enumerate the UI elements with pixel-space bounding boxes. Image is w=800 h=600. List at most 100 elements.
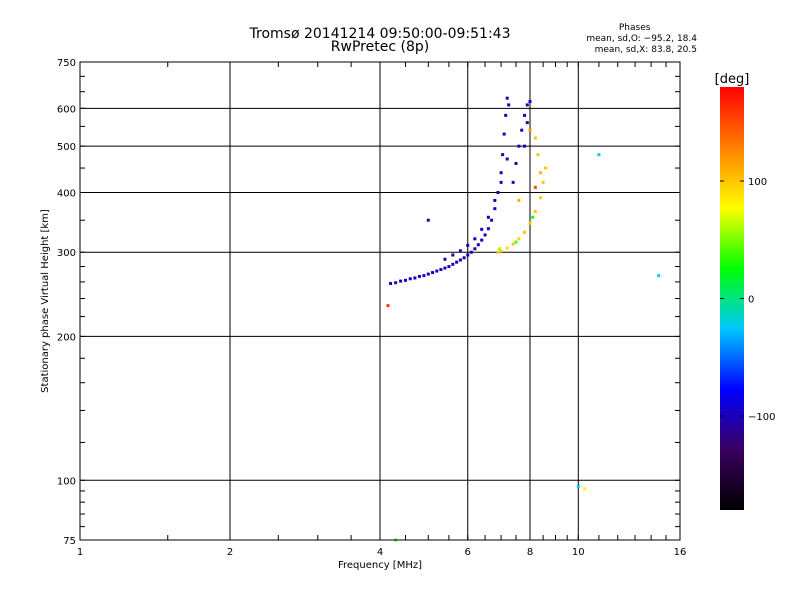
scatter-point <box>539 171 543 175</box>
colorbar-label: [deg] <box>715 72 750 87</box>
scatter-point <box>505 157 509 161</box>
scatter-point <box>514 240 518 244</box>
scatter-point <box>483 233 487 237</box>
phase-stats: Phases mean, sd,O: −95.2, 18.4 mean, sd,… <box>586 23 697 56</box>
scatter-point <box>597 153 601 157</box>
scatter-point <box>505 96 509 100</box>
scatter-point <box>528 128 532 132</box>
scatter-point <box>544 166 548 170</box>
scatter-point <box>533 210 537 214</box>
x-tick-labels: 1 2 4 6 8 10 16 <box>77 547 687 558</box>
scatter-point <box>458 258 462 262</box>
scatter-point <box>583 487 587 491</box>
scatter-point <box>443 257 447 261</box>
scatter-point <box>458 249 462 253</box>
scatter-point <box>417 274 421 278</box>
scatter-point <box>505 246 509 250</box>
scatter-points <box>386 96 661 542</box>
scatter-point <box>499 171 503 175</box>
phase-stats-heading: Phases <box>618 23 651 33</box>
scatter-point <box>517 198 521 202</box>
scatter-point <box>525 121 529 125</box>
scatter-point <box>520 128 524 132</box>
scatter-point <box>462 256 466 260</box>
scatter-point <box>422 274 426 278</box>
scatter-point <box>480 238 484 242</box>
scatter-point <box>533 185 537 189</box>
scatter-point <box>476 243 480 247</box>
y-tick-label: 600 <box>57 104 76 115</box>
y-tick-label: 400 <box>57 188 76 199</box>
scatter-point <box>431 271 435 275</box>
scatter-point <box>466 243 470 247</box>
scatter-point <box>576 485 580 489</box>
x-tick-label: 4 <box>377 547 383 558</box>
scatter-point <box>493 207 497 211</box>
scatter-point <box>539 196 543 200</box>
scatter-point <box>408 277 412 281</box>
y-tick-label: 300 <box>57 248 76 259</box>
scatter-point <box>389 282 393 286</box>
x-tick-label: 10 <box>572 547 585 558</box>
chart-subtitle: RwPretec (8p) <box>330 39 430 55</box>
scatter-point <box>451 262 455 266</box>
scatter-point <box>517 237 521 241</box>
scatter-point <box>517 144 521 148</box>
scatter-point <box>386 304 390 308</box>
scatter-point <box>528 221 532 225</box>
scatter-point <box>499 249 503 253</box>
scatter-point <box>496 250 500 254</box>
scatter-point <box>496 190 500 194</box>
scatter-point <box>439 268 443 272</box>
scatter-point <box>451 253 455 257</box>
scatter-point <box>511 180 515 184</box>
y-tick-label: 500 <box>57 142 76 153</box>
scatter-point <box>528 100 532 104</box>
scatter-point <box>533 136 537 140</box>
scatter-point <box>493 198 497 202</box>
colorbar-tick-label: 100 <box>748 177 767 188</box>
scatter-point <box>473 247 477 251</box>
y-tick-label: 200 <box>57 332 76 343</box>
scatter-point <box>394 281 398 285</box>
scatter-point <box>447 265 451 269</box>
scatter-point <box>502 132 506 136</box>
y-tick-label: 75 <box>63 536 76 547</box>
grid-lines <box>80 62 680 540</box>
scatter-point <box>499 180 503 184</box>
x-tick-label: 1 <box>77 547 83 558</box>
scatter-point <box>498 247 502 251</box>
scatter-point <box>523 144 527 148</box>
scatter-point <box>525 103 529 107</box>
scatter-point <box>486 227 490 231</box>
phase-stats-o: mean, sd,O: −95.2, 18.4 <box>586 34 697 44</box>
colorbar-tick-label: 0 <box>748 295 754 306</box>
colorbar-tick-label: −100 <box>748 412 775 423</box>
chart-title: Tromsø 20141214 09:50:00-09:51:43 <box>249 26 511 42</box>
scatter-point <box>455 260 459 264</box>
x-tick-label: 16 <box>674 547 687 558</box>
y-tick-label: 100 <box>57 476 76 487</box>
scatter-point <box>435 269 439 273</box>
scatter-point <box>511 242 515 246</box>
x-axis-label: Frequency [MHz] <box>338 560 422 571</box>
scatter-point <box>443 266 447 270</box>
colorbar-ticks: −100 0 100 <box>720 177 775 423</box>
scatter-point <box>480 227 484 231</box>
scatter-point <box>504 113 508 117</box>
x-tick-label: 8 <box>527 547 533 558</box>
scatter-point <box>399 279 403 283</box>
scatter-point <box>469 250 473 254</box>
y-tick-label: 750 <box>57 58 76 69</box>
phase-stats-x: mean, sd,X: 83.8, 20.5 <box>594 45 697 55</box>
scatter-point <box>507 103 511 107</box>
scatter-point <box>466 253 470 257</box>
scatter-point <box>426 272 430 276</box>
scatter-point <box>657 274 661 278</box>
scatter-point <box>523 230 527 234</box>
scatter-point <box>403 278 407 282</box>
scatter-point <box>473 237 477 241</box>
y-tick-labels: 75 100 200 300 400 500 600 750 <box>57 58 76 547</box>
y-axis-label: Stationary phase Virtual Height [km] <box>40 209 51 393</box>
